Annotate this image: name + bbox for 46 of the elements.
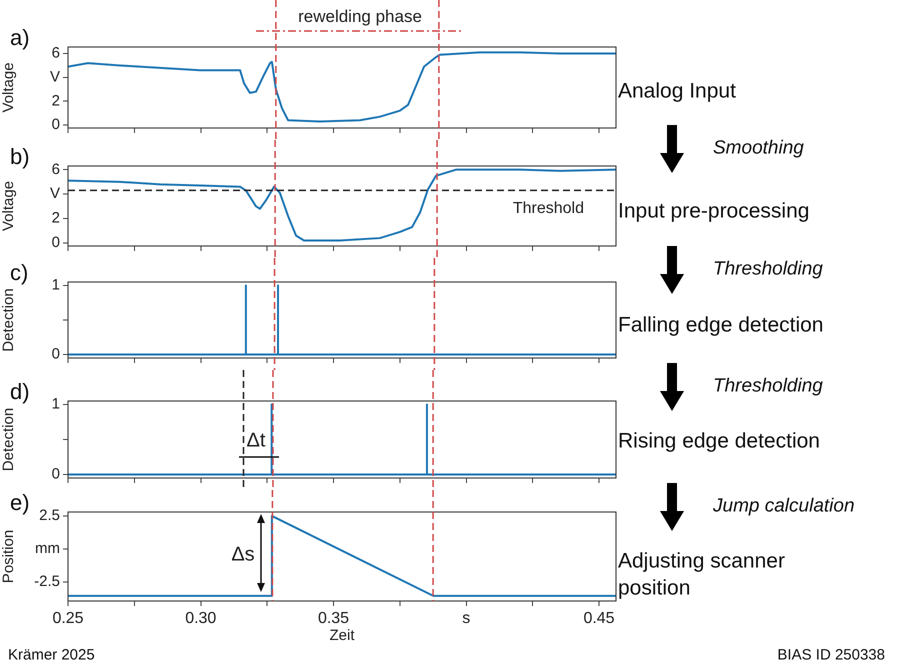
y-tick-label: 6	[52, 160, 60, 178]
y-tick-label: 0	[52, 466, 60, 483]
x-axis-title: Zeit	[329, 627, 356, 644]
chart-title: d)	[10, 379, 30, 404]
y-tick-label: 0	[52, 116, 60, 134]
y-tick-label: 1	[52, 276, 60, 294]
text: Input pre-processing	[618, 198, 810, 224]
annotation: Δs	[231, 544, 255, 566]
chart-title: e)	[10, 490, 30, 516]
text: Jump calculation	[713, 494, 855, 519]
y-tick-label: 1	[52, 396, 60, 413]
y-axis-title: Detection	[0, 408, 18, 472]
text: Falling edge detection	[618, 312, 824, 338]
y-tick-label: 0	[52, 234, 60, 252]
x-tick-label: 0.30	[185, 610, 216, 628]
x-tick-label: 0.35	[318, 610, 350, 628]
y-tick-label: V	[50, 68, 60, 86]
text: Adjusting scanner position	[618, 548, 786, 602]
y-tick-label: mm	[35, 540, 60, 558]
y-tick-label: 6	[52, 44, 60, 62]
chart-title: c)	[10, 260, 28, 286]
y-axis-title: Position	[0, 530, 18, 584]
text: Thresholding	[713, 374, 823, 399]
y-axis-title: Detection	[0, 288, 18, 352]
y-axis-title: Voltage	[0, 62, 18, 113]
annotation: Δt	[246, 430, 266, 452]
y-tick-label: 2	[52, 210, 60, 227]
text: Thresholding	[713, 258, 823, 282]
y-tick-label: 2	[52, 92, 60, 110]
y-axis-title: Voltage	[0, 180, 18, 232]
x-tick-label: 0.45	[583, 610, 615, 628]
chart-title: a)	[10, 25, 30, 50]
text: Smoothing	[713, 136, 804, 161]
text: BIAS ID 250338	[777, 645, 885, 664]
text: Rising edge detection	[618, 428, 821, 454]
y-tick-label: 2.5	[39, 507, 60, 524]
y-tick-label: V	[50, 185, 60, 202]
text: rewelding phase	[298, 7, 422, 27]
y-tick-label: -2.5	[34, 573, 60, 590]
ref-line-label: Threshold	[512, 200, 584, 217]
chart-title: b)	[10, 144, 30, 170]
text: Analog Input	[618, 78, 737, 104]
x-tick-label: 0.25	[52, 610, 84, 628]
x-tick-label: s	[462, 610, 470, 628]
text: Krämer 2025	[8, 645, 95, 664]
y-tick-label: 0	[52, 346, 60, 363]
